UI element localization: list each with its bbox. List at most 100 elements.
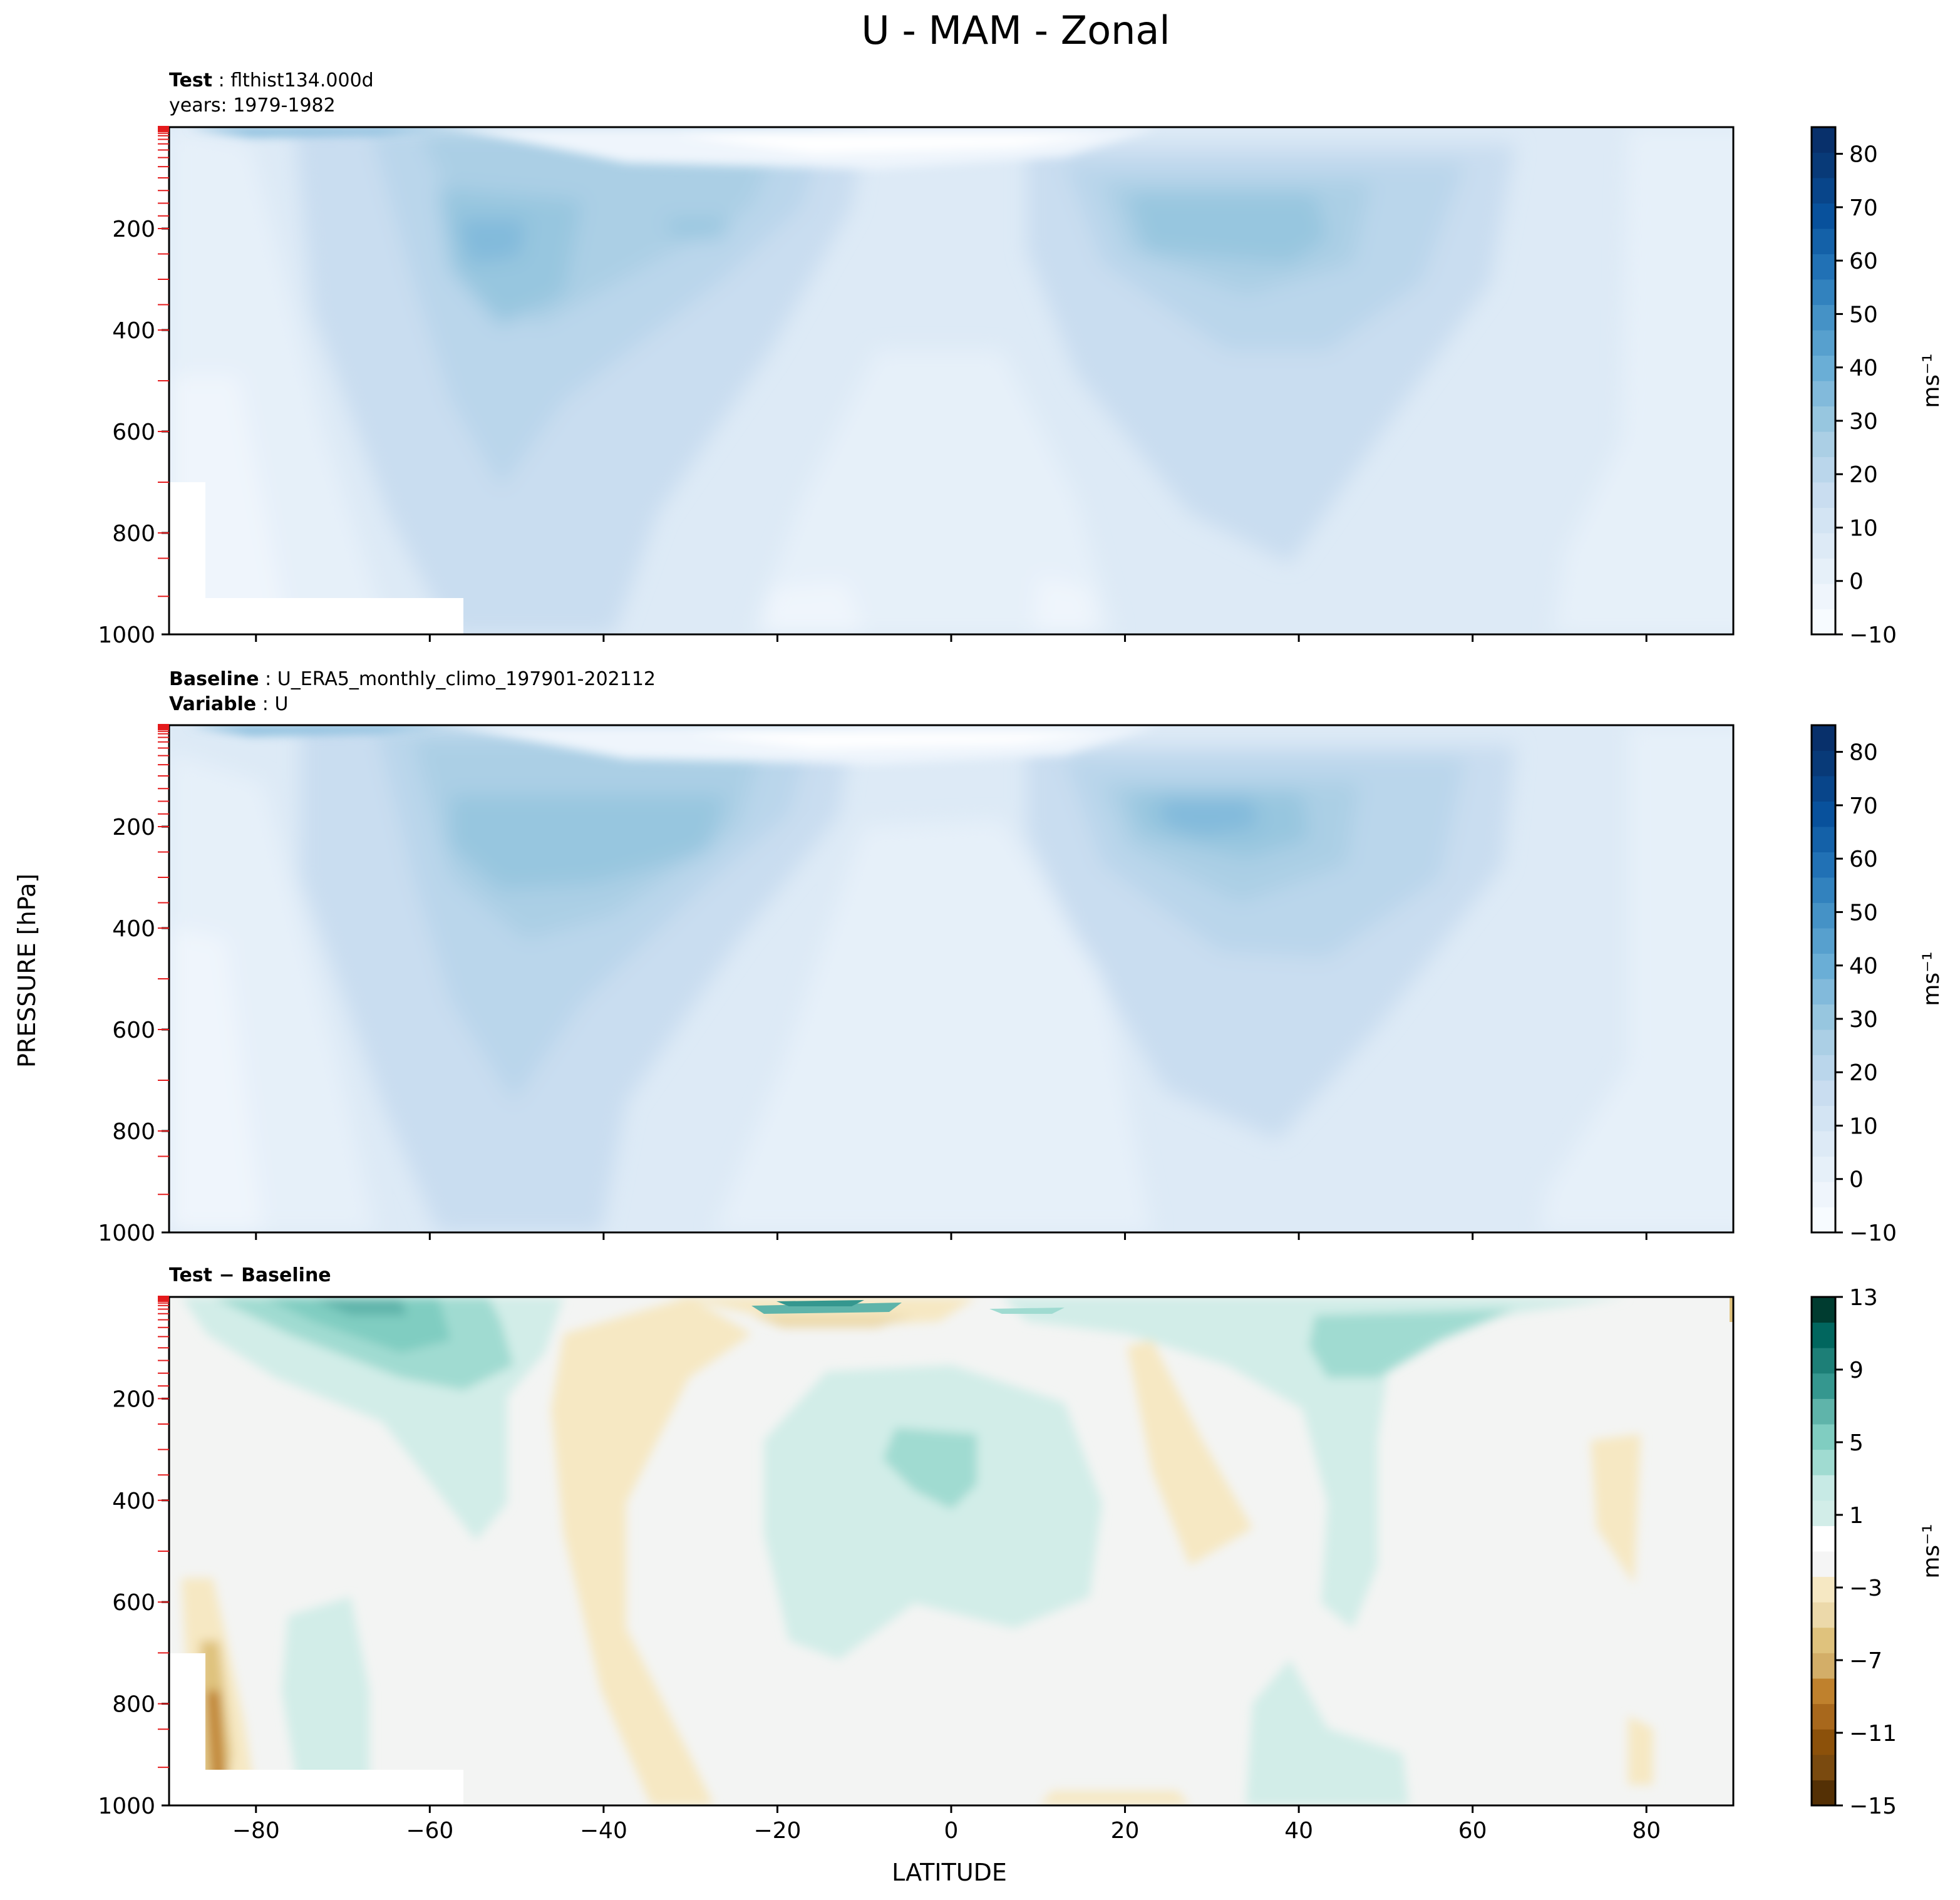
- colorbar-tick-label: 10: [1849, 1113, 1878, 1139]
- colorbar-segment: [1812, 1348, 1835, 1374]
- colorbar-segment: [1812, 725, 1835, 751]
- colorbar-frame: [1810, 724, 1837, 1234]
- x-tick-label: −80: [232, 1818, 280, 1844]
- difference-x-axis: −80 −60 −40 −20 0 20 40 60 80: [232, 1805, 1661, 1844]
- colorbar-segment: [1812, 558, 1835, 584]
- panel-baseline: Baseline : U_ERA5_monthly_climo_197901-2…: [98, 668, 1735, 1246]
- colorbar-tick-label: 0: [1849, 1167, 1864, 1193]
- x-tick-label: −20: [753, 1818, 801, 1844]
- colorbar-tick-label: 1: [1849, 1503, 1864, 1529]
- colorbar-segment: [1812, 254, 1835, 280]
- colorbar-tick-label: 60: [1849, 847, 1878, 872]
- colorbar-segment: [1812, 953, 1835, 979]
- colorbar-segment: [1812, 928, 1835, 954]
- colorbar-tick-label: −10: [1849, 1221, 1897, 1246]
- difference-title: Test − Baseline: [169, 1264, 331, 1286]
- difference-y-axis: 200 400 600 800 1000: [98, 1386, 169, 1819]
- colorbar-segment: [1812, 1780, 1835, 1806]
- colorbar-segment: [1812, 127, 1835, 153]
- colorbar-segment: [1812, 1449, 1835, 1475]
- colorbar-segment: [1812, 852, 1835, 878]
- y-tick-label: 200: [112, 815, 155, 840]
- x-tick-label: 20: [1111, 1818, 1140, 1844]
- y-axis-label: PRESSURE [hPa]: [13, 874, 41, 1068]
- colorbar-segment: [1812, 457, 1835, 483]
- test-colorbar: −10 0 10 20 30 40 50 60 70 80 ms⁻¹: [1810, 126, 1944, 648]
- y-tick-label: 600: [112, 1590, 155, 1616]
- colorbar-tick-label: 60: [1849, 249, 1878, 274]
- colorbar-segment: [1812, 178, 1835, 204]
- colorbar-segment: [1812, 1551, 1835, 1577]
- colorbar-segment: [1812, 1653, 1835, 1679]
- y-tick-label: 200: [112, 217, 155, 242]
- colorbar-segment: [1812, 776, 1835, 802]
- colorbar-segment: [1812, 431, 1835, 457]
- baseline-y-axis: 200 400 600 800 1000: [98, 815, 169, 1246]
- x-tick-label: −60: [406, 1818, 453, 1844]
- colorbar-tick-label: 13: [1849, 1285, 1878, 1311]
- colorbar-segment: [1812, 533, 1835, 559]
- baseline-colorbar: −10 0 10 20 30 40 50 60 70 80 ms⁻¹: [1810, 724, 1944, 1246]
- test-x-axis: [255, 634, 1648, 642]
- colorbar-tick-label: −3: [1849, 1576, 1882, 1601]
- test-y-axis: 200 400 600 800 1000: [98, 217, 169, 648]
- test-title-line2: years: 1979-1982: [169, 95, 336, 116]
- colorbar-segment: [1812, 330, 1835, 356]
- test-model-level-markers: [158, 126, 169, 597]
- colorbar-segment: [1812, 507, 1835, 534]
- y-tick-label: 400: [112, 916, 155, 942]
- y-tick-label: 800: [112, 521, 155, 547]
- colorbar-segment: [1812, 1156, 1835, 1182]
- colorbar-segment: [1812, 902, 1835, 929]
- y-tick-label: 200: [112, 1386, 155, 1412]
- colorbar-segment: [1812, 1602, 1835, 1628]
- x-tick-label: −40: [580, 1818, 627, 1844]
- colorbar-segment: [1812, 1055, 1835, 1081]
- baseline-contour-field: [169, 725, 1733, 1232]
- figure-title: U - MAM - Zonal: [861, 8, 1170, 53]
- colorbar-segment: [1812, 1297, 1835, 1323]
- difference-model-level-markers: [158, 1296, 169, 1768]
- colorbar-label: ms⁻¹: [1919, 353, 1944, 408]
- colorbar-tick-label: 70: [1849, 793, 1878, 819]
- colorbar-tick-label: 10: [1849, 515, 1878, 541]
- colorbar-label: ms⁻¹: [1919, 1524, 1944, 1578]
- baseline-model-level-markers: [158, 724, 169, 1195]
- x-tick-label: 80: [1632, 1818, 1661, 1844]
- model-level-top-marker: [158, 126, 169, 132]
- colorbar-tick-label: 50: [1849, 302, 1878, 328]
- colorbar-segment: [1812, 750, 1835, 777]
- x-tick-label: 40: [1284, 1818, 1313, 1844]
- y-tick-label: 400: [112, 1489, 155, 1514]
- y-tick-label: 1000: [98, 622, 155, 648]
- colorbar-tick-label: −11: [1849, 1721, 1897, 1747]
- colorbar-tick-label: −7: [1849, 1648, 1882, 1674]
- colorbar-segment: [1812, 1678, 1835, 1705]
- colorbar-tick-label: 0: [1849, 569, 1864, 595]
- colorbar-segment: [1812, 1004, 1835, 1030]
- colorbar-segment: [1812, 1754, 1835, 1780]
- test-contour-field: [169, 127, 1733, 634]
- colorbar-segment: [1812, 1182, 1835, 1207]
- colorbar-tick-label: −15: [1849, 1794, 1897, 1819]
- colorbar-tick-label: 30: [1849, 1007, 1878, 1033]
- x-axis-label: LATITUDE: [892, 1859, 1007, 1886]
- colorbar-segment: [1812, 355, 1835, 381]
- colorbar-segment: [1812, 877, 1835, 903]
- colorbar-segment: [1812, 1424, 1835, 1450]
- colorbar-segment: [1812, 584, 1835, 609]
- colorbar-frame: [1810, 1296, 1837, 1807]
- colorbar-segment: [1812, 1627, 1835, 1653]
- colorbar-segment: [1812, 1105, 1835, 1132]
- colorbar-segment: [1812, 609, 1835, 635]
- colorbar-frame: [1810, 126, 1837, 636]
- colorbar-segment: [1812, 1576, 1835, 1603]
- y-tick-label: 800: [112, 1692, 155, 1718]
- colorbar-segment: [1812, 1500, 1835, 1526]
- colorbar-label: ms⁻¹: [1919, 951, 1944, 1006]
- colorbar-tick-label: 80: [1849, 740, 1878, 766]
- colorbar-tick-label: 40: [1849, 954, 1878, 979]
- difference-contour-field: [169, 1297, 1733, 1805]
- colorbar-tick-label: 20: [1849, 1060, 1878, 1086]
